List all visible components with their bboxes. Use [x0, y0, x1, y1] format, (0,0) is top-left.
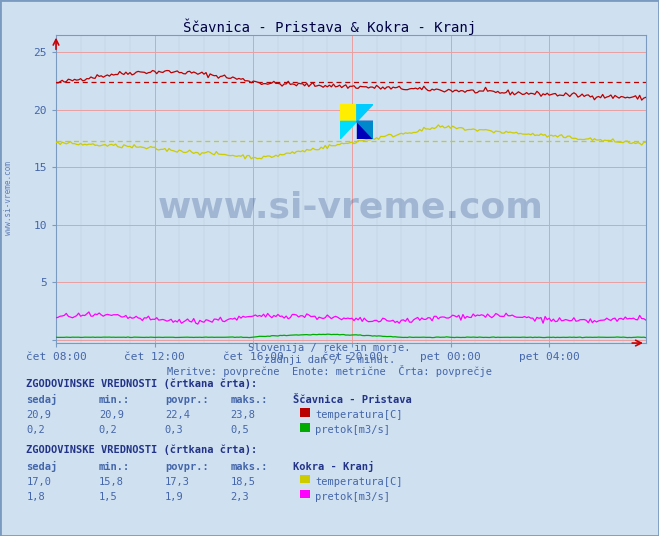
Text: 0,3: 0,3	[165, 425, 183, 435]
Text: povpr.:: povpr.:	[165, 395, 208, 405]
Text: maks.:: maks.:	[231, 395, 268, 405]
Text: povpr.:: povpr.:	[165, 461, 208, 472]
Text: 1,9: 1,9	[165, 492, 183, 502]
Text: 2,3: 2,3	[231, 492, 249, 502]
Text: 1,5: 1,5	[99, 492, 117, 502]
Bar	[357, 122, 373, 139]
Text: 20,9: 20,9	[99, 410, 124, 420]
Text: min.:: min.:	[99, 461, 130, 472]
Text: 17,0: 17,0	[26, 477, 51, 487]
Text: sedaj: sedaj	[26, 394, 57, 405]
Text: pretok[m3/s]: pretok[m3/s]	[315, 492, 390, 502]
Text: pretok[m3/s]: pretok[m3/s]	[315, 425, 390, 435]
Text: 23,8: 23,8	[231, 410, 256, 420]
Text: ZGODOVINSKE VREDNOSTI (črtkana črta):: ZGODOVINSKE VREDNOSTI (črtkana črta):	[26, 378, 258, 389]
Text: temperatura[C]: temperatura[C]	[315, 477, 403, 487]
Text: Ščavnica - Pristava & Kokra - Kranj: Ščavnica - Pristava & Kokra - Kranj	[183, 19, 476, 35]
Text: 0,5: 0,5	[231, 425, 249, 435]
Polygon shape	[357, 122, 373, 139]
Text: sedaj: sedaj	[26, 460, 57, 472]
Text: temperatura[C]: temperatura[C]	[315, 410, 403, 420]
Text: min.:: min.:	[99, 395, 130, 405]
Polygon shape	[340, 122, 357, 139]
Text: 1,8: 1,8	[26, 492, 45, 502]
Text: 15,8: 15,8	[99, 477, 124, 487]
Text: maks.:: maks.:	[231, 461, 268, 472]
Text: ZGODOVINSKE VREDNOSTI (črtkana črta):: ZGODOVINSKE VREDNOSTI (črtkana črta):	[26, 445, 258, 456]
Text: 17,3: 17,3	[165, 477, 190, 487]
Text: Ščavnica - Pristava: Ščavnica - Pristava	[293, 395, 412, 405]
Text: 20,9: 20,9	[26, 410, 51, 420]
Text: 0,2: 0,2	[99, 425, 117, 435]
Text: 0,2: 0,2	[26, 425, 45, 435]
Bar	[340, 104, 357, 122]
Text: Meritve: povprečne  Enote: metrične  Črta: povprečje: Meritve: povprečne Enote: metrične Črta:…	[167, 364, 492, 377]
Text: Slovenija / reke in morje.: Slovenija / reke in morje.	[248, 343, 411, 353]
Text: zadnji dan / 5 minut.: zadnji dan / 5 minut.	[264, 355, 395, 365]
Text: Kokra - Kranj: Kokra - Kranj	[293, 460, 374, 472]
Text: 22,4: 22,4	[165, 410, 190, 420]
Text: www.si-vreme.com: www.si-vreme.com	[4, 161, 13, 235]
Text: www.si-vreme.com: www.si-vreme.com	[158, 190, 544, 225]
Polygon shape	[357, 104, 373, 122]
Text: 18,5: 18,5	[231, 477, 256, 487]
